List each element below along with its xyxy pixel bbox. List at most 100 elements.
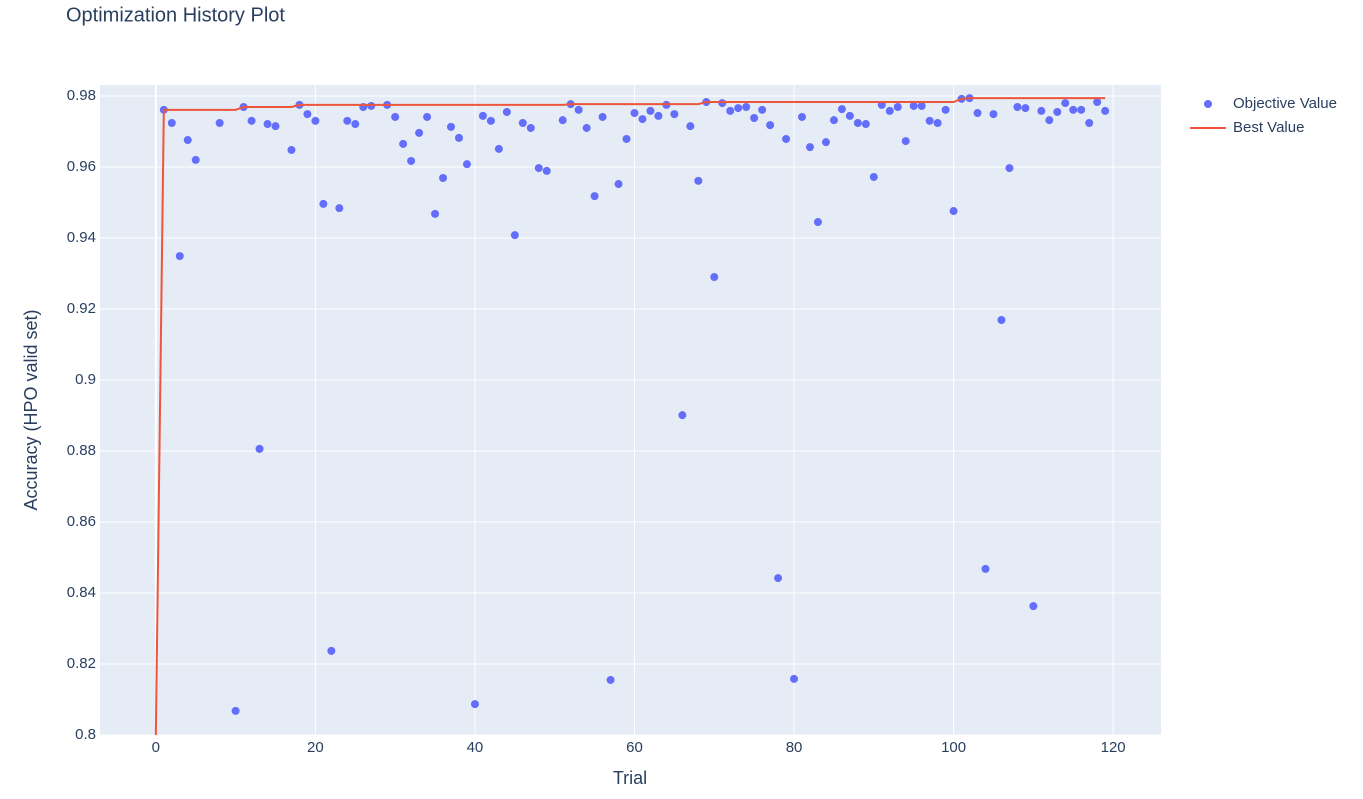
objective-dot (973, 109, 982, 118)
objective-dot (263, 120, 272, 129)
objective-dot (1085, 118, 1094, 127)
objective-dot (542, 166, 551, 175)
objective-dot (805, 143, 814, 152)
plot-area (100, 85, 1161, 735)
y-tick-label: 0.82 (67, 655, 96, 672)
objective-dot (439, 174, 448, 183)
x-tick-label: 0 (152, 739, 160, 756)
objective-dot (231, 706, 240, 715)
objective-dot (407, 156, 416, 165)
objective-dot (1029, 602, 1038, 611)
y-tick-label: 0.88 (67, 442, 96, 459)
objective-dot (766, 121, 775, 130)
objective-dot (327, 646, 336, 655)
x-axis-label: Trial (613, 768, 647, 788)
objective-dot (399, 139, 408, 148)
objective-dot (303, 110, 312, 119)
objective-dot (319, 199, 328, 208)
objective-dot (981, 564, 990, 573)
objective-dot (287, 145, 296, 154)
x-tick-label: 40 (467, 739, 484, 756)
objective-dot (518, 118, 527, 127)
objective-dot (782, 134, 791, 143)
legend-label: Objective Value (1233, 95, 1337, 112)
best-value-line (154, 97, 1106, 736)
objective-dot (478, 111, 487, 120)
objective-dot (510, 231, 519, 240)
y-tick-label: 0.92 (67, 300, 96, 317)
x-tick-label: 120 (1101, 739, 1126, 756)
objective-dot (415, 128, 424, 137)
objective-dot (343, 116, 352, 125)
objective-dot (494, 144, 503, 153)
objective-dot (909, 101, 918, 110)
objective-dot (837, 105, 846, 114)
objective-dot (941, 105, 950, 114)
y-tick-label: 0.8 (75, 726, 96, 743)
objective-dot (1005, 164, 1014, 173)
objective-dot (183, 136, 192, 145)
objective-dot (1077, 105, 1086, 114)
objective-dot (622, 134, 631, 143)
objective-dot (1045, 116, 1054, 125)
objective-dot (646, 106, 655, 115)
objective-dot (798, 112, 807, 121)
marks (154, 94, 1110, 736)
objective-dot (774, 574, 783, 583)
y-tick-label: 0.9 (75, 371, 96, 388)
objective-dot (431, 209, 440, 218)
y-tick-label: 0.98 (67, 87, 96, 104)
x-tick-label: 100 (941, 739, 966, 756)
objective-dot (989, 110, 998, 119)
x-tick-label: 60 (626, 739, 643, 756)
objective-dot (526, 123, 535, 132)
objective-dot (534, 164, 543, 173)
objective-dot (734, 104, 743, 113)
objective-dot (574, 105, 583, 114)
objective-dot (582, 123, 591, 132)
legend-key (1204, 100, 1212, 108)
objective-dot (391, 112, 400, 121)
objective-dot (1061, 99, 1070, 108)
objective-dot (215, 118, 224, 127)
objective-dot (726, 106, 735, 115)
objective-dot (901, 137, 910, 146)
x-tick-label: 80 (786, 739, 803, 756)
objective-dot (1013, 103, 1022, 112)
objective-dot (614, 180, 623, 189)
objective-dot (311, 116, 320, 125)
objective-dot (606, 675, 615, 684)
objective-dot (175, 252, 184, 261)
objective-dot (949, 207, 958, 216)
objective-dot (462, 160, 471, 169)
objective-dot (654, 111, 663, 120)
objective-dot (271, 122, 280, 131)
objective-dot (447, 122, 456, 131)
objective-dot (247, 116, 256, 125)
objective-dot (933, 118, 942, 127)
objective-dot (790, 674, 799, 683)
y-tick-label: 0.96 (67, 158, 96, 175)
objective-dot (710, 273, 719, 282)
objective-dot (1053, 107, 1062, 116)
objective-dot (367, 101, 376, 110)
objective-dot (1069, 105, 1078, 114)
objective-dot (335, 204, 344, 213)
objective-dot (997, 316, 1006, 325)
legend-label: Best Value (1233, 119, 1304, 136)
objective-dot (486, 116, 495, 125)
objective-dot (758, 105, 767, 114)
objective-dot (742, 103, 751, 112)
objective-dot (885, 106, 894, 115)
x-tick-label: 20 (307, 739, 324, 756)
objective-dot (502, 107, 511, 116)
objective-dot (558, 116, 567, 125)
objective-dot (1037, 106, 1046, 115)
objective-dot (630, 109, 639, 118)
y-tick-label: 0.86 (67, 513, 96, 530)
chart-title: Optimization History Plot (66, 4, 285, 26)
objective-dot (750, 114, 759, 123)
objective-dot (829, 116, 838, 125)
objective-dot (670, 110, 679, 119)
objective-dot (1021, 104, 1030, 113)
